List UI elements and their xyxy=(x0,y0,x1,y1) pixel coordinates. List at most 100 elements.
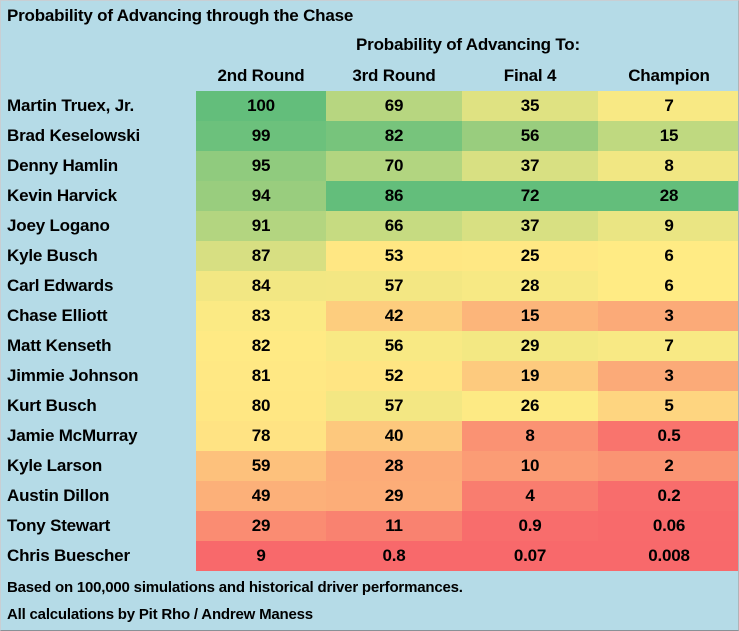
table-row: Tony Stewart 29 11 0.9 0.06 xyxy=(1,511,738,541)
prob-cell: 6 xyxy=(598,241,738,271)
table-row: Kurt Busch 80 57 26 5 xyxy=(1,391,738,421)
table-row: Brad Keselowski 99 82 56 15 xyxy=(1,121,738,151)
column-header-champion: Champion xyxy=(628,66,710,85)
column-header-3rd-round: 3rd Round xyxy=(352,66,436,85)
prob-cell: 81 xyxy=(196,361,326,391)
prob-cell: 10 xyxy=(462,451,598,481)
prob-cell: 82 xyxy=(326,121,462,151)
prob-cell: 0.06 xyxy=(598,511,738,541)
driver-name: Kurt Busch xyxy=(7,396,97,415)
probability-table: Martin Truex, Jr. 100 69 35 7 Brad Keselowsk… xyxy=(1,91,738,571)
prob-cell: 0.9 xyxy=(462,511,598,541)
prob-cell: 29 xyxy=(326,481,462,511)
driver-name: Kevin Harvick xyxy=(7,186,117,205)
prob-cell: 0.2 xyxy=(598,481,738,511)
prob-cell: 56 xyxy=(462,121,598,151)
table-row: Austin Dillon 49 29 4 0.2 xyxy=(1,481,738,511)
prob-cell: 52 xyxy=(326,361,462,391)
driver-name: Austin Dillon xyxy=(7,486,110,505)
prob-cell: 15 xyxy=(462,301,598,331)
prob-cell: 0.8 xyxy=(326,541,462,571)
driver-name: Jamie McMurray xyxy=(7,426,138,445)
column-header-row: 2nd Round 3rd Round Final 4 Champion xyxy=(1,61,738,91)
prob-cell: 28 xyxy=(326,451,462,481)
prob-cell: 100 xyxy=(196,91,326,121)
prob-cell: 53 xyxy=(326,241,462,271)
table-row: Martin Truex, Jr. 100 69 35 7 xyxy=(1,91,738,121)
prob-cell: 2 xyxy=(598,451,738,481)
prob-cell: 72 xyxy=(462,181,598,211)
prob-cell: 40 xyxy=(326,421,462,451)
driver-name: Martin Truex, Jr. xyxy=(7,96,134,115)
prob-cell: 4 xyxy=(462,481,598,511)
prob-cell: 28 xyxy=(462,271,598,301)
table-row: Chase Elliott 83 42 15 3 xyxy=(1,301,738,331)
table-row: Denny Hamlin 95 70 37 8 xyxy=(1,151,738,181)
table-subtitle: Probability of Advancing To: xyxy=(356,35,580,54)
driver-name: Kyle Larson xyxy=(7,456,103,475)
table-row: Joey Logano 91 66 37 9 xyxy=(1,211,738,241)
prob-cell: 5 xyxy=(598,391,738,421)
prob-cell: 59 xyxy=(196,451,326,481)
driver-name: Chris Buescher xyxy=(7,546,130,565)
prob-cell: 29 xyxy=(196,511,326,541)
column-header-2nd-round: 2nd Round xyxy=(217,66,305,85)
prob-cell: 87 xyxy=(196,241,326,271)
driver-name: Jimmie Johnson xyxy=(7,366,139,385)
prob-cell: 0.008 xyxy=(598,541,738,571)
footnote-simulations: Based on 100,000 simulations and histori… xyxy=(7,579,463,596)
prob-cell: 9 xyxy=(598,211,738,241)
prob-cell: 35 xyxy=(462,91,598,121)
prob-cell: 8 xyxy=(462,421,598,451)
prob-cell: 0.5 xyxy=(598,421,738,451)
prob-cell: 70 xyxy=(326,151,462,181)
prob-cell: 95 xyxy=(196,151,326,181)
prob-cell: 37 xyxy=(462,211,598,241)
prob-cell: 19 xyxy=(462,361,598,391)
prob-cell: 3 xyxy=(598,301,738,331)
driver-name: Carl Edwards xyxy=(7,276,114,295)
prob-cell: 56 xyxy=(326,331,462,361)
table-row: Matt Kenseth 82 56 29 7 xyxy=(1,331,738,361)
prob-cell: 80 xyxy=(196,391,326,421)
footnote-credits: All calculations by Pit Rho / Andrew Man… xyxy=(7,606,313,623)
table-row: Carl Edwards 84 57 28 6 xyxy=(1,271,738,301)
prob-cell: 42 xyxy=(326,301,462,331)
table-row: Kyle Busch 87 53 25 6 xyxy=(1,241,738,271)
prob-cell: 3 xyxy=(598,361,738,391)
header-spacer xyxy=(1,61,196,91)
prob-cell: 29 xyxy=(462,331,598,361)
driver-name: Brad Keselowski xyxy=(7,126,141,145)
prob-cell: 94 xyxy=(196,181,326,211)
driver-name: Tony Stewart xyxy=(7,516,111,535)
driver-name: Matt Kenseth xyxy=(7,336,112,355)
column-header-final-4: Final 4 xyxy=(503,66,557,85)
table-row: Jimmie Johnson 81 52 19 3 xyxy=(1,361,738,391)
driver-name: Joey Logano xyxy=(7,216,110,235)
driver-name: Denny Hamlin xyxy=(7,156,118,175)
prob-cell: 26 xyxy=(462,391,598,421)
prob-cell: 7 xyxy=(598,331,738,361)
prob-cell: 82 xyxy=(196,331,326,361)
prob-cell: 84 xyxy=(196,271,326,301)
driver-name: Kyle Busch xyxy=(7,246,98,265)
prob-cell: 49 xyxy=(196,481,326,511)
prob-cell: 57 xyxy=(326,391,462,421)
table-row: Chris Buescher 9 0.8 0.07 0.008 xyxy=(1,541,738,571)
prob-cell: 6 xyxy=(598,271,738,301)
prob-cell: 66 xyxy=(326,211,462,241)
prob-cell: 78 xyxy=(196,421,326,451)
prob-cell: 7 xyxy=(598,91,738,121)
prob-cell: 99 xyxy=(196,121,326,151)
prob-cell: 91 xyxy=(196,211,326,241)
prob-cell: 69 xyxy=(326,91,462,121)
prob-cell: 0.07 xyxy=(462,541,598,571)
prob-cell: 86 xyxy=(326,181,462,211)
driver-name: Chase Elliott xyxy=(7,306,108,325)
prob-cell: 8 xyxy=(598,151,738,181)
prob-cell: 9 xyxy=(196,541,326,571)
prob-cell: 15 xyxy=(598,121,738,151)
table-row: Kevin Harvick 94 86 72 28 xyxy=(1,181,738,211)
page-title: Probability of Advancing through the Cha… xyxy=(7,6,354,25)
